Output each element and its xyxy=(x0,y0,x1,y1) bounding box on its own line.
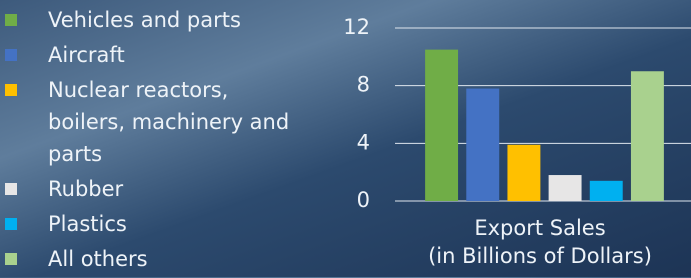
y-tick-label: 0 xyxy=(357,188,370,212)
y-tick-label: 12 xyxy=(343,15,370,39)
y-tick-label: 8 xyxy=(357,73,370,97)
bar xyxy=(466,89,499,201)
x-axis-label: Export Sales xyxy=(474,216,605,240)
bar xyxy=(631,71,664,201)
bar xyxy=(425,50,458,201)
page: {"chart_data": {"type": "bar", "categori… xyxy=(0,0,691,277)
bar xyxy=(590,181,623,201)
y-tick-label: 4 xyxy=(357,130,370,154)
bar xyxy=(549,175,582,201)
bar xyxy=(507,145,540,201)
x-axis-label: (in Billions of Dollars) xyxy=(428,244,652,268)
chart: Export Sales (in Billions of Dollars) 0 4… xyxy=(0,0,691,277)
